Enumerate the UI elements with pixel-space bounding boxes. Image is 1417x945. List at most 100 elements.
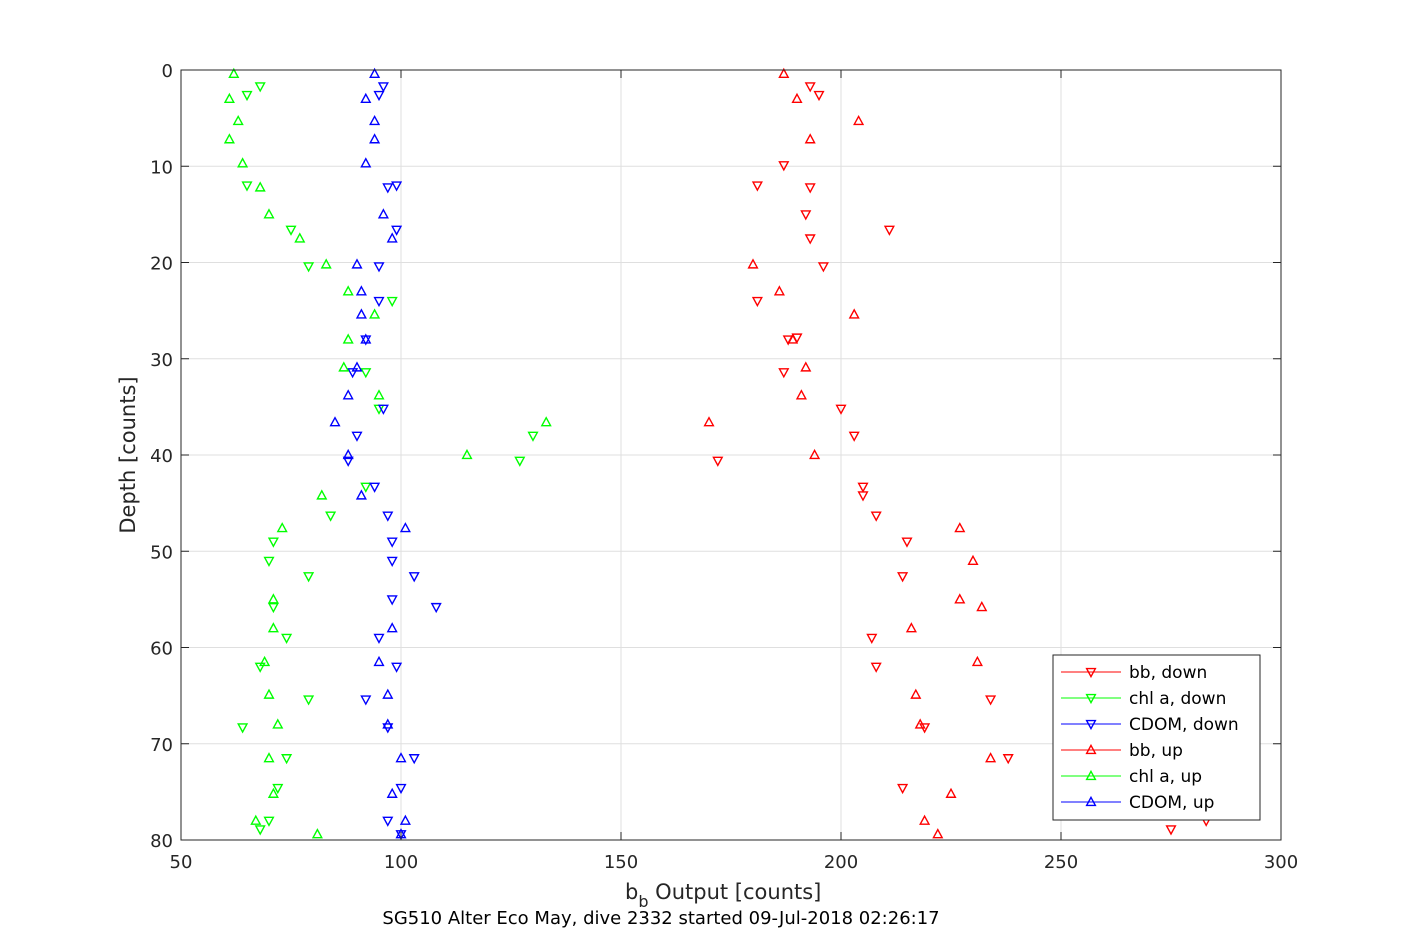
data-point xyxy=(360,92,372,104)
data-point xyxy=(342,333,354,344)
data-point xyxy=(751,181,763,192)
series-bb-up xyxy=(703,67,997,839)
y-tick-label: 0 xyxy=(162,61,173,82)
data-point xyxy=(355,308,367,319)
data-point xyxy=(386,296,398,308)
data-point xyxy=(373,389,385,400)
data-point xyxy=(386,537,398,548)
data-point xyxy=(360,333,372,344)
data-point xyxy=(263,556,275,567)
data-point xyxy=(276,522,288,533)
data-point xyxy=(1165,825,1177,836)
legend: bb, down chl a, down CDOM, down bb, up chl a… xyxy=(1052,654,1261,821)
y-tick-label: 40 xyxy=(150,446,173,467)
data-point xyxy=(430,602,442,614)
data-point xyxy=(325,511,337,522)
x-axis-label-rest: Output [counts] xyxy=(649,880,822,904)
data-point xyxy=(263,688,275,699)
data-point xyxy=(910,688,922,699)
data-point xyxy=(241,90,253,102)
data-point xyxy=(778,67,790,78)
data-point xyxy=(795,389,807,400)
data-point xyxy=(399,522,411,533)
data-point xyxy=(373,296,385,308)
legend-box xyxy=(1052,654,1261,821)
x-axis-label: bb Output [counts] xyxy=(625,880,821,911)
legend-marker xyxy=(1085,743,1097,755)
data-point xyxy=(259,655,271,667)
data-point xyxy=(712,456,724,467)
data-point xyxy=(954,593,966,604)
data-point xyxy=(241,181,253,192)
legend-item: bb, down xyxy=(1061,663,1207,683)
data-point xyxy=(373,655,385,667)
data-point xyxy=(369,482,381,493)
data-point xyxy=(311,828,323,839)
data-point xyxy=(294,232,306,243)
data-point xyxy=(263,816,275,827)
data-point xyxy=(804,82,816,93)
data-point xyxy=(382,718,394,729)
data-point xyxy=(857,482,869,493)
data-point xyxy=(382,183,394,194)
legend-marker xyxy=(1085,719,1097,731)
data-point xyxy=(386,556,398,567)
legend-item: CDOM, up xyxy=(1061,793,1214,813)
data-point xyxy=(399,814,411,825)
data-point xyxy=(857,491,869,502)
x-axis-label-subscript: b xyxy=(638,892,648,911)
data-point xyxy=(316,489,328,500)
data-point xyxy=(382,816,394,827)
data-point xyxy=(303,572,315,583)
data-point xyxy=(395,783,407,795)
data-point xyxy=(817,262,829,273)
data-markers xyxy=(223,67,1212,841)
x-tick-label: 100 xyxy=(384,852,418,873)
legend-marker xyxy=(1085,667,1097,679)
data-point xyxy=(237,157,249,168)
data-point xyxy=(751,296,763,308)
data-point xyxy=(527,431,539,442)
legend-marker xyxy=(1085,795,1097,807)
data-point xyxy=(800,361,812,372)
data-point xyxy=(281,754,293,765)
series-chl-a-down xyxy=(237,82,539,836)
data-point xyxy=(391,225,403,236)
data-point xyxy=(377,208,389,219)
data-point xyxy=(870,662,882,673)
legend-label: bb, up xyxy=(1129,741,1183,761)
data-point xyxy=(386,622,398,633)
data-point xyxy=(267,593,279,604)
data-point xyxy=(703,416,715,427)
data-point xyxy=(250,814,262,825)
data-point xyxy=(267,622,279,633)
legend-marker xyxy=(1085,693,1097,705)
data-point xyxy=(377,82,389,93)
data-point xyxy=(945,787,957,798)
legend-label: CDOM, down xyxy=(1129,715,1239,735)
y-tick-label: 30 xyxy=(150,350,173,371)
data-point xyxy=(866,633,878,644)
data-point xyxy=(848,431,860,442)
data-point xyxy=(355,489,367,500)
data-point xyxy=(382,511,394,522)
data-point xyxy=(360,157,372,168)
data-point xyxy=(408,572,420,583)
data-point xyxy=(254,825,266,836)
data-point xyxy=(804,183,816,194)
data-point xyxy=(514,456,526,467)
legend-item: chl a, down xyxy=(1061,689,1226,709)
data-point xyxy=(369,114,381,126)
x-tick-label: 50 xyxy=(170,852,193,873)
data-point xyxy=(914,718,926,729)
data-point xyxy=(976,601,988,612)
data-point xyxy=(971,655,983,667)
data-point xyxy=(804,234,816,245)
x-tick-label: 150 xyxy=(604,852,638,873)
data-point xyxy=(391,662,403,673)
data-point xyxy=(985,752,997,763)
data-point xyxy=(351,361,363,372)
data-point xyxy=(967,554,979,566)
series-chl-a-up xyxy=(223,67,552,839)
data-point xyxy=(254,82,266,93)
